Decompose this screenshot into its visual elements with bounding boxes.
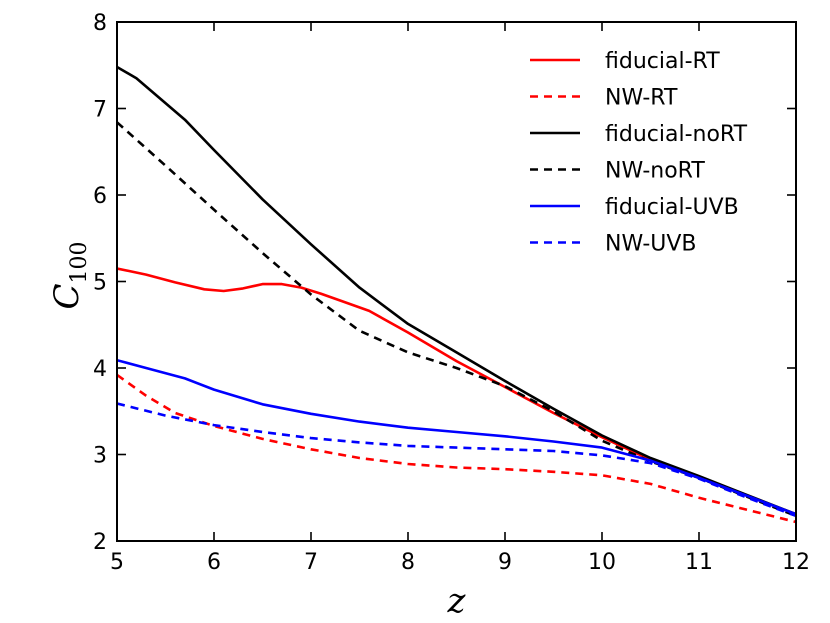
series-line-fiducial-RT [117, 267, 796, 516]
x-tick-label: 7 [304, 550, 318, 575]
series-lines [117, 65, 796, 524]
x-axis-label: z [447, 581, 467, 621]
x-tick-label: 10 [588, 550, 616, 575]
x-tick-label: 6 [207, 550, 221, 575]
x-tick-label: 8 [401, 550, 415, 575]
series-line-fiducial-noRT [117, 65, 796, 516]
x-tick-label: 5 [110, 550, 124, 575]
legend-label-fiducial-noRT: fiducial-noRT [605, 122, 748, 147]
y-tick-label: 8 [93, 11, 107, 36]
legend-label-NW-UVB: NW-UVB [605, 232, 697, 257]
series-line-NW-UVB [117, 402, 796, 518]
y-tick-label: 5 [93, 271, 107, 296]
y-tick-label: 3 [93, 444, 107, 469]
x-tick-label: 11 [685, 550, 713, 575]
plot-frame [116, 21, 797, 542]
legend-label-fiducial-RT: fiducial-RT [605, 49, 720, 74]
x-tick-label: 9 [498, 550, 512, 575]
y-axis-label-subscript: 100 [67, 241, 92, 283]
x-tick-label: 12 [782, 550, 810, 575]
legend-label-NW-RT: NW-RT [605, 86, 678, 111]
y-axis-label-main: C [47, 283, 87, 309]
y-tick-label: 4 [93, 357, 107, 382]
series-line-fiducial-UVB [117, 358, 796, 516]
y-tick-label: 6 [93, 184, 107, 209]
y-tick-label: 2 [93, 530, 107, 555]
series-line-NW-RT [117, 373, 796, 524]
legend-label-fiducial-UVB: fiducial-UVB [605, 195, 739, 220]
y-axis-label: C100 [47, 241, 92, 309]
y-tick-label: 7 [93, 98, 107, 123]
legend-label-NW-noRT: NW-noRT [605, 159, 705, 184]
legend: fiducial-RT NW-RT fiducial-noRT NW-noRT fidu… [530, 49, 748, 257]
axis-ticks: 5 6 7 8 9 10 11 12 2 3 4 5 6 7 8 [93, 11, 810, 575]
